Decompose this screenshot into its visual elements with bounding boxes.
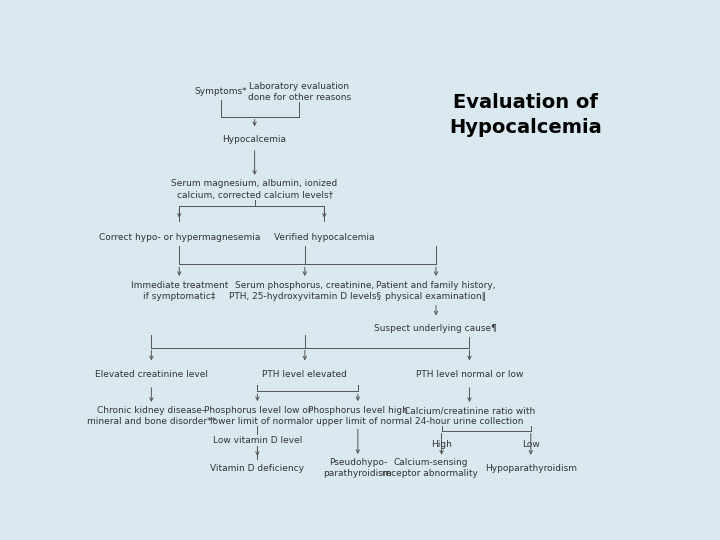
Text: Patient and family history,
physical examination‖: Patient and family history, physical exa…	[377, 281, 495, 301]
Text: Symptoms*: Symptoms*	[195, 87, 248, 96]
Text: Hypocalcemia: Hypocalcemia	[222, 135, 287, 144]
Text: Laboratory evaluation
done for other reasons: Laboratory evaluation done for other rea…	[248, 82, 351, 102]
Text: Calcium/creatinine ratio with
24-hour urine collection: Calcium/creatinine ratio with 24-hour ur…	[404, 406, 535, 426]
Text: Chronic kidney disease-
mineral and bone disorder**: Chronic kidney disease- mineral and bone…	[87, 406, 216, 426]
Text: Phosphorus level low or
lower limit of normal: Phosphorus level low or lower limit of n…	[204, 406, 311, 426]
Text: Low: Low	[522, 440, 540, 449]
Text: Serum phosphorus, creatinine,
PTH, 25-hydroxyvitamin D levels§: Serum phosphorus, creatinine, PTH, 25-hy…	[229, 281, 381, 301]
Text: Correct hypo- or hypermagnesemia: Correct hypo- or hypermagnesemia	[99, 233, 260, 242]
Text: Phosphorus level high
or upper limit of normal: Phosphorus level high or upper limit of …	[304, 406, 412, 426]
Text: Pseudohypo-
parathyroidism: Pseudohypo- parathyroidism	[323, 458, 392, 478]
Text: Verified hypocalcemia: Verified hypocalcemia	[274, 233, 374, 242]
Text: Vitamin D deficiency: Vitamin D deficiency	[210, 464, 305, 472]
Text: PTH level elevated: PTH level elevated	[262, 370, 347, 379]
Text: Low vitamin D level: Low vitamin D level	[212, 436, 302, 445]
Text: Serum magnesium, albumin, ionized
calcium, corrected calcium levels†: Serum magnesium, albumin, ionized calciu…	[171, 179, 338, 200]
Text: Calcium-sensing
receptor abnormality: Calcium-sensing receptor abnormality	[382, 458, 478, 478]
Text: Elevated creatinine level: Elevated creatinine level	[95, 370, 208, 379]
Text: Hypoparathyroidism: Hypoparathyroidism	[485, 464, 577, 472]
Text: Immediate treatment
if symptomatic‡: Immediate treatment if symptomatic‡	[130, 281, 228, 301]
Text: High: High	[431, 440, 452, 449]
Text: Suspect underlying cause¶: Suspect underlying cause¶	[374, 325, 498, 333]
Text: Evaluation of
Hypocalcemia: Evaluation of Hypocalcemia	[449, 93, 602, 137]
Text: PTH level normal or low: PTH level normal or low	[415, 370, 523, 379]
